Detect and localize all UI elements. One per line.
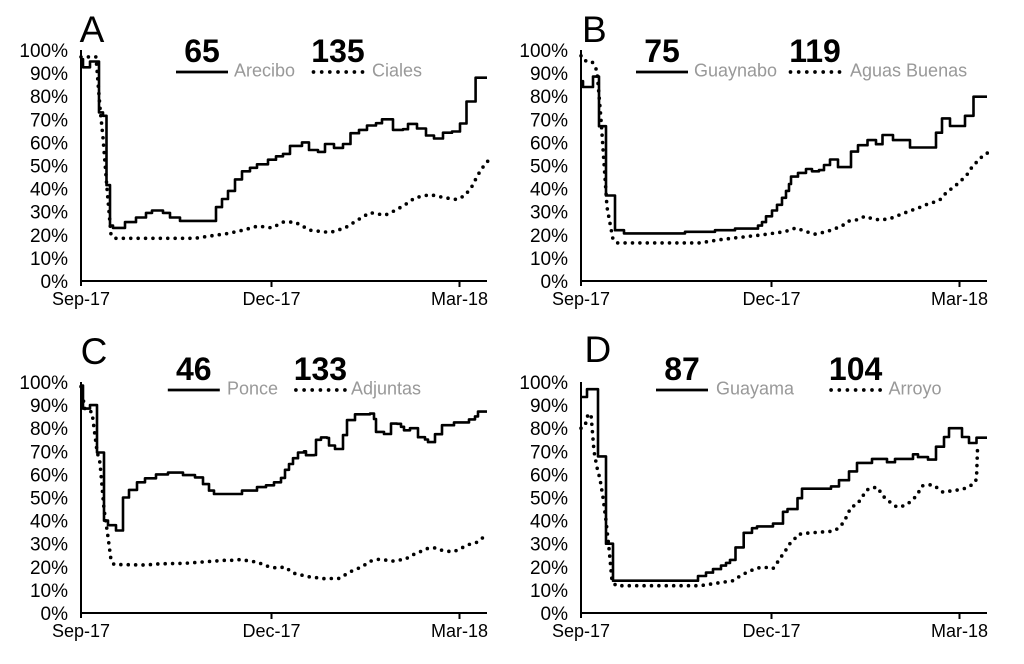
svg-text:119: 119 (789, 33, 841, 69)
svg-text:30%: 30% (30, 535, 68, 556)
svg-text:100%: 100% (519, 373, 568, 394)
svg-text:A: A (80, 9, 105, 50)
svg-text:100%: 100% (519, 41, 568, 62)
svg-text:133: 133 (294, 351, 347, 387)
svg-text:20%: 20% (30, 226, 68, 247)
svg-text:0%: 0% (41, 604, 69, 625)
svg-text:135: 135 (311, 33, 364, 69)
svg-text:40%: 40% (530, 512, 568, 533)
svg-text:B: B (582, 9, 607, 50)
svg-text:80%: 80% (530, 419, 568, 440)
svg-text:60%: 60% (530, 133, 568, 154)
svg-text:10%: 10% (530, 581, 568, 602)
svg-text:Ciales: Ciales (372, 61, 422, 81)
svg-text:Dec-17: Dec-17 (242, 621, 300, 641)
svg-text:Guayama: Guayama (716, 379, 795, 399)
svg-text:10%: 10% (30, 249, 68, 270)
svg-text:Sep-17: Sep-17 (52, 289, 110, 309)
svg-text:Guaynabo: Guaynabo (694, 61, 777, 81)
svg-text:D: D (585, 329, 612, 370)
svg-text:10%: 10% (30, 581, 68, 602)
svg-text:Sep-17: Sep-17 (552, 621, 610, 641)
svg-text:Dec-17: Dec-17 (742, 289, 800, 309)
svg-text:90%: 90% (30, 396, 68, 417)
svg-text:80%: 80% (530, 87, 568, 108)
svg-text:Sep-17: Sep-17 (552, 289, 610, 309)
svg-text:Mar-18: Mar-18 (931, 289, 988, 309)
svg-text:100%: 100% (19, 373, 68, 394)
svg-text:30%: 30% (530, 203, 568, 224)
svg-text:90%: 90% (530, 64, 568, 85)
svg-text:87: 87 (664, 351, 700, 387)
svg-text:40%: 40% (530, 180, 568, 201)
svg-text:Adjuntas: Adjuntas (351, 379, 421, 399)
svg-text:70%: 70% (30, 442, 68, 463)
svg-text:30%: 30% (530, 535, 568, 556)
svg-text:Mar-18: Mar-18 (431, 289, 488, 309)
svg-text:50%: 50% (530, 157, 568, 178)
svg-text:60%: 60% (30, 465, 68, 486)
svg-text:46: 46 (176, 351, 212, 387)
svg-text:90%: 90% (530, 396, 568, 417)
svg-text:20%: 20% (30, 558, 68, 579)
svg-text:10%: 10% (530, 249, 568, 270)
svg-text:30%: 30% (30, 203, 68, 224)
svg-text:65: 65 (184, 33, 220, 69)
svg-text:Sep-17: Sep-17 (52, 621, 110, 641)
svg-text:80%: 80% (30, 87, 68, 108)
svg-text:0%: 0% (41, 272, 69, 293)
svg-text:104: 104 (829, 351, 883, 387)
svg-text:0%: 0% (541, 604, 569, 625)
svg-text:50%: 50% (530, 489, 568, 510)
svg-text:70%: 70% (530, 110, 568, 131)
svg-text:Dec-17: Dec-17 (242, 289, 300, 309)
svg-text:40%: 40% (30, 512, 68, 533)
svg-text:Arroyo: Arroyo (889, 379, 942, 399)
svg-text:80%: 80% (30, 419, 68, 440)
svg-text:70%: 70% (530, 442, 568, 463)
svg-text:Arecibo: Arecibo (234, 61, 295, 81)
svg-text:75: 75 (644, 33, 680, 69)
svg-text:Mar-18: Mar-18 (931, 621, 988, 641)
svg-text:20%: 20% (530, 226, 568, 247)
svg-text:60%: 60% (30, 133, 68, 154)
svg-text:40%: 40% (30, 180, 68, 201)
svg-text:50%: 50% (30, 489, 68, 510)
svg-text:C: C (81, 331, 108, 372)
svg-text:100%: 100% (19, 41, 68, 62)
svg-text:50%: 50% (30, 157, 68, 178)
svg-text:70%: 70% (30, 110, 68, 131)
svg-text:20%: 20% (530, 558, 568, 579)
svg-text:60%: 60% (530, 465, 568, 486)
svg-text:Aguas Buenas: Aguas Buenas (850, 61, 967, 81)
svg-text:Dec-17: Dec-17 (742, 621, 800, 641)
svg-text:90%: 90% (30, 64, 68, 85)
svg-text:Ponce: Ponce (227, 379, 278, 399)
svg-text:Mar-18: Mar-18 (431, 621, 488, 641)
svg-text:0%: 0% (541, 272, 569, 293)
